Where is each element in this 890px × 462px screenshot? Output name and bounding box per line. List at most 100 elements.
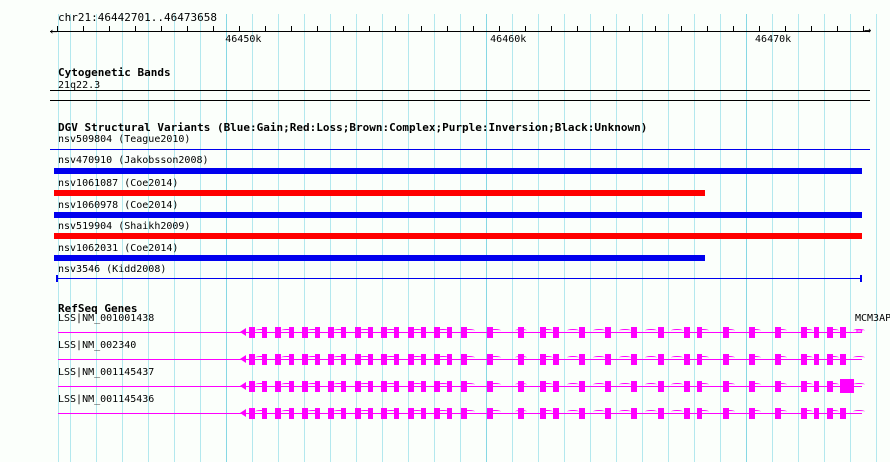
gene-exon[interactable] xyxy=(394,408,399,419)
gene-exon[interactable] xyxy=(328,408,334,419)
gene-exon[interactable] xyxy=(262,327,267,338)
gene-exon[interactable] xyxy=(421,381,426,392)
gene-exon[interactable] xyxy=(289,327,294,338)
gene-exon[interactable] xyxy=(553,354,559,365)
gene-exon[interactable] xyxy=(814,408,819,419)
gene-exon[interactable] xyxy=(434,327,440,338)
gene-exon[interactable] xyxy=(697,381,702,392)
gene-exon[interactable] xyxy=(394,381,399,392)
gene-exon[interactable] xyxy=(368,408,373,419)
gene-exon[interactable] xyxy=(553,408,559,419)
gene-exon[interactable] xyxy=(814,354,819,365)
gene-exon[interactable] xyxy=(801,408,807,419)
gene-exon[interactable] xyxy=(302,354,308,365)
gene-exon[interactable] xyxy=(658,327,664,338)
gene-exon[interactable] xyxy=(631,327,637,338)
gene-exon[interactable] xyxy=(579,381,585,392)
gene-exon[interactable] xyxy=(684,381,690,392)
gene-exon[interactable] xyxy=(749,354,755,365)
gene-exon[interactable] xyxy=(631,354,637,365)
gene-exon[interactable] xyxy=(368,354,373,365)
gene-exon[interactable] xyxy=(289,408,294,419)
gene-exon[interactable] xyxy=(801,327,807,338)
gene-exon[interactable] xyxy=(461,354,467,365)
gene-exon[interactable] xyxy=(461,327,467,338)
gene-exon[interactable] xyxy=(579,408,585,419)
gene-exon[interactable] xyxy=(408,381,414,392)
gene-exon[interactable] xyxy=(487,381,493,392)
gene-exon[interactable] xyxy=(355,408,361,419)
dgv-track-label[interactable]: nsv1062031 (Coe2014) xyxy=(58,243,179,254)
gene-exon[interactable] xyxy=(275,327,281,338)
dgv-variant-bar[interactable] xyxy=(56,278,862,279)
gene-exon[interactable] xyxy=(315,381,320,392)
gene-exon[interactable] xyxy=(381,408,387,419)
gene-exon[interactable] xyxy=(328,354,334,365)
gene-exon[interactable] xyxy=(518,381,524,392)
gene-exon[interactable] xyxy=(827,381,833,392)
gene-exon[interactable] xyxy=(421,408,426,419)
gene-exon[interactable] xyxy=(749,381,755,392)
gene-exon[interactable] xyxy=(518,354,524,365)
gene-exon[interactable] xyxy=(368,327,373,338)
gene-exon[interactable] xyxy=(658,381,664,392)
gene-exon[interactable] xyxy=(540,327,546,338)
gene-exon[interactable] xyxy=(684,354,690,365)
refseq-track-label[interactable]: LSS|NM_001145437 xyxy=(58,367,155,378)
gene-exon[interactable] xyxy=(328,381,334,392)
gene-exon[interactable] xyxy=(605,327,611,338)
refseq-track-label[interactable]: LSS|NM_001145436 xyxy=(58,394,155,405)
gene-exon[interactable] xyxy=(579,354,585,365)
gene-exon[interactable] xyxy=(315,408,320,419)
gene-exon[interactable] xyxy=(723,408,729,419)
gene-exon[interactable] xyxy=(262,408,267,419)
gene-exon[interactable] xyxy=(355,354,361,365)
gene-exon[interactable] xyxy=(775,327,781,338)
gene-exon[interactable] xyxy=(275,408,281,419)
gene-exon[interactable] xyxy=(394,354,399,365)
gene-exon[interactable] xyxy=(827,408,833,419)
gene-exon[interactable] xyxy=(408,408,414,419)
gene-exon[interactable] xyxy=(461,408,467,419)
gene-exon[interactable] xyxy=(631,408,637,419)
gene-exon[interactable] xyxy=(249,381,255,392)
gene-exon[interactable] xyxy=(684,408,690,419)
gene-exon[interactable] xyxy=(408,354,414,365)
gene-exon[interactable] xyxy=(341,408,346,419)
gene-exon[interactable] xyxy=(775,354,781,365)
gene-exon[interactable] xyxy=(605,381,611,392)
gene-exon[interactable] xyxy=(421,327,426,338)
refseq-track-label[interactable]: LSS|NM_001001438 xyxy=(58,313,155,324)
gene-exon[interactable] xyxy=(840,408,846,419)
gene-exon[interactable] xyxy=(447,327,452,338)
gene-exon[interactable] xyxy=(518,408,524,419)
dgv-track-label[interactable]: nsv1061087 (Coe2014) xyxy=(58,178,179,189)
gene-exon[interactable] xyxy=(302,381,308,392)
gene-exon[interactable] xyxy=(840,354,846,365)
dgv-variant-bar[interactable] xyxy=(54,168,862,174)
gene-exon[interactable] xyxy=(697,408,702,419)
gene-exon[interactable] xyxy=(355,327,361,338)
gene-exon[interactable] xyxy=(487,354,493,365)
gene-exon[interactable] xyxy=(328,327,334,338)
gene-exon[interactable] xyxy=(723,327,729,338)
gene-exon[interactable] xyxy=(249,354,255,365)
gene-exon[interactable] xyxy=(408,327,414,338)
gene-exon[interactable] xyxy=(341,354,346,365)
gene-exon[interactable] xyxy=(684,327,690,338)
gene-exon[interactable] xyxy=(394,327,399,338)
dgv-variant-bar[interactable] xyxy=(54,212,862,218)
gene-exon[interactable] xyxy=(315,327,320,338)
dgv-track-label[interactable]: nsv470910 (Jakobsson2008) xyxy=(58,155,209,166)
gene-exon[interactable] xyxy=(827,354,833,365)
gene-exon[interactable] xyxy=(421,354,426,365)
gene-exon[interactable] xyxy=(487,327,493,338)
gene-exon[interactable] xyxy=(775,408,781,419)
gene-exon[interactable] xyxy=(262,354,267,365)
gene-exon[interactable] xyxy=(434,354,440,365)
gene-exon[interactable] xyxy=(540,381,546,392)
gene-exon[interactable] xyxy=(518,327,524,338)
gene-exon[interactable] xyxy=(289,381,294,392)
gene-exon[interactable] xyxy=(249,408,255,419)
dgv-track-label[interactable]: nsv519904 (Shaikh2009) xyxy=(58,221,191,232)
